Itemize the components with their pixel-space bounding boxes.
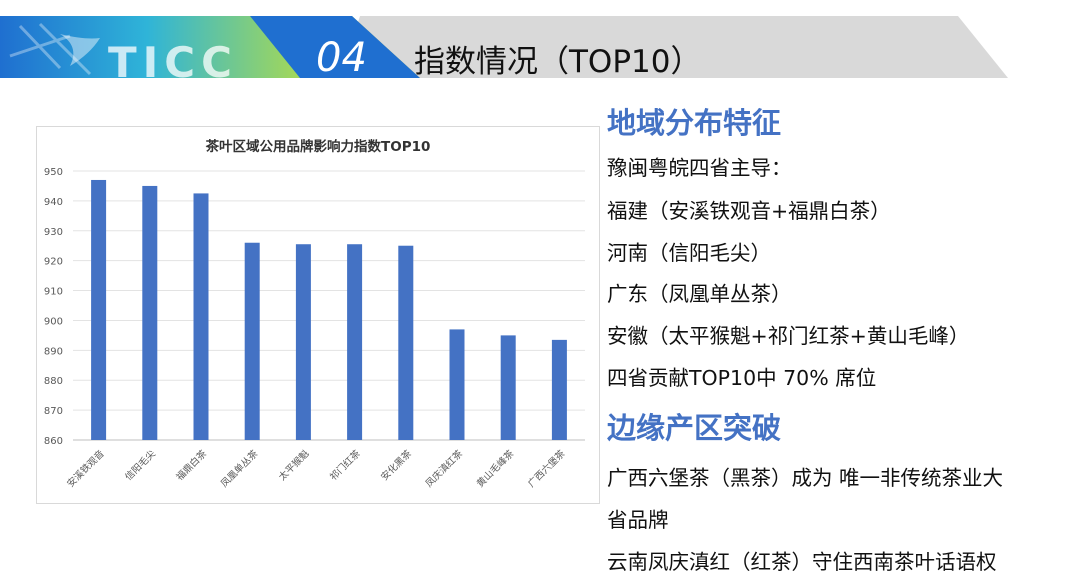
x-tick-label: 太平猴魁 xyxy=(276,447,312,483)
x-tick-label: 安溪铁观音 xyxy=(65,448,107,490)
y-tick-label: 920 xyxy=(44,257,63,268)
leaf-logo-icon xyxy=(60,34,100,66)
y-tick-label: 870 xyxy=(44,406,63,417)
bar xyxy=(244,242,260,440)
x-tick-label: 祁门红茶 xyxy=(327,447,363,483)
y-tick-label: 890 xyxy=(44,346,63,357)
chart-panel: 茶叶区域公用品牌影响力指数TOP10 860 870 880 890 900 910 920… xyxy=(36,126,600,504)
x-tick-label: 福鼎白茶 xyxy=(174,447,210,483)
text-line: 四省贡献TOP10中 70% 席位 xyxy=(607,366,877,390)
banner-background xyxy=(0,16,1008,78)
bar xyxy=(142,185,158,440)
bar-chart: 茶叶区域公用品牌影响力指数TOP10 860 870 880 890 900 910 920… xyxy=(44,138,585,490)
chart-title: 茶叶区域公用品牌影响力指数TOP10 xyxy=(205,138,431,155)
x-tick-label: 黄山毛峰茶 xyxy=(474,447,516,489)
bar xyxy=(551,339,567,440)
section-number: 04 xyxy=(316,35,367,81)
bar xyxy=(91,179,107,440)
y-tick-label: 950 xyxy=(44,167,63,178)
text-line: 省品牌 xyxy=(607,508,669,532)
y-tick-label: 910 xyxy=(44,287,63,298)
text-line: 广西六堡茶（黑茶）成为 唯一非传统茶业大 xyxy=(607,466,1004,490)
y-tick-label: 900 xyxy=(44,316,63,327)
bar xyxy=(500,335,516,440)
y-tick-label: 860 xyxy=(44,436,63,447)
header-banner: TICC 04 指数情况（TOP10） xyxy=(0,16,1010,87)
y-tick-label: 940 xyxy=(44,197,63,208)
bar xyxy=(347,244,363,440)
text-line: 河南（信阳毛尖） xyxy=(607,241,771,265)
bar xyxy=(449,329,465,440)
x-tick-label: 凤庆滇红茶 xyxy=(423,447,465,489)
text-line: 安徽（太平猴魁+祁门红茶+黄山毛峰） xyxy=(607,324,970,348)
brand-logo-text: TICC xyxy=(108,38,238,87)
bar xyxy=(295,244,311,440)
y-tick-label: 880 xyxy=(44,376,63,387)
x-tick-label: 凤凰单丛茶 xyxy=(218,447,260,489)
bar xyxy=(398,245,414,440)
x-tick-label: 安化黑茶 xyxy=(379,447,415,483)
y-tick-label: 930 xyxy=(44,227,63,238)
x-tick-label: 广西六堡茶 xyxy=(525,447,567,489)
section-heading-regional: 地域分布特征 xyxy=(607,106,782,140)
text-line: 云南凤庆滇红（红茶）守住西南茶叶话语权 xyxy=(607,550,997,574)
text-line: 广东（凤凰单丛茶） xyxy=(607,282,792,306)
x-tick-label: 信阳毛尖 xyxy=(123,447,159,483)
section-heading-breakthrough: 边缘产区突破 xyxy=(607,411,782,445)
bar xyxy=(193,193,209,440)
page-title: 指数情况（TOP10） xyxy=(414,44,702,80)
text-line: 福建（安溪铁观音+福鼎白茶） xyxy=(607,199,891,223)
text-line: 豫闽粤皖四省主导： xyxy=(607,156,792,180)
